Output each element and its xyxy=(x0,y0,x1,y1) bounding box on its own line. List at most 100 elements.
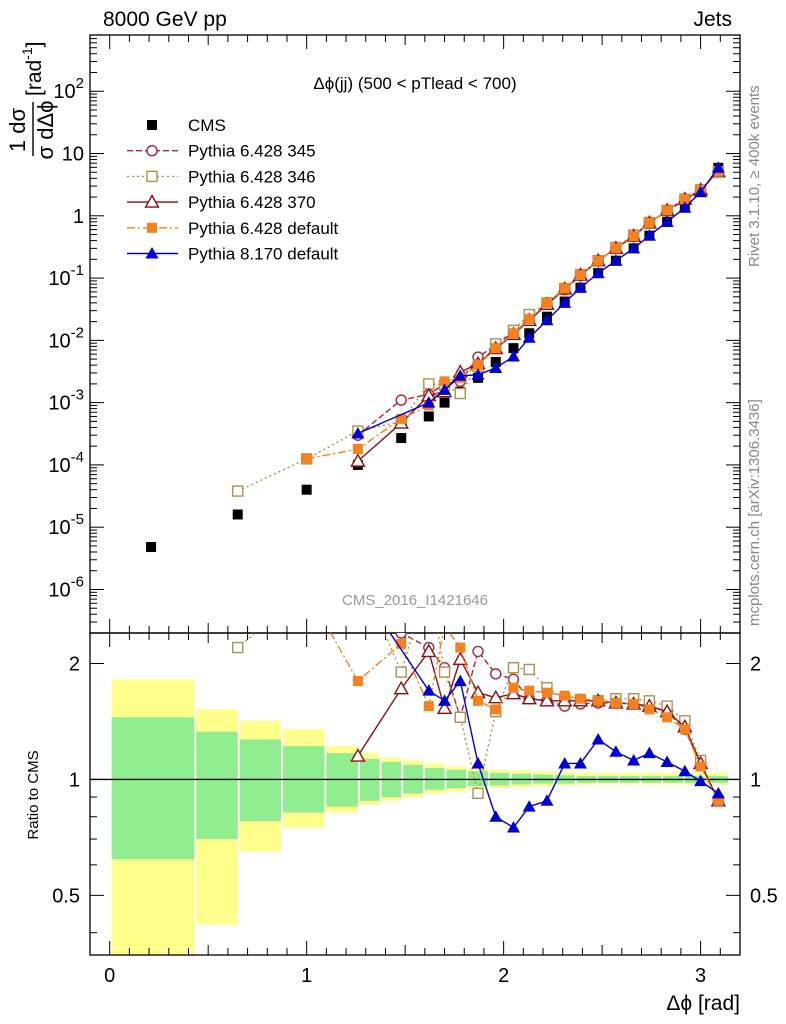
ratio-point-p8 xyxy=(609,745,623,757)
legend-label-p8: Pythia 8.170 default xyxy=(188,245,339,264)
ratio-point-pdef xyxy=(423,701,434,712)
data-point-p8 xyxy=(422,396,436,408)
data-point-pdef xyxy=(575,270,586,281)
data-point-pdef xyxy=(662,205,673,216)
ratio-point-p345 xyxy=(395,633,407,639)
data-point-p8 xyxy=(678,201,692,213)
plot-title: Δϕ(jj) (500 < pTlead < 700) xyxy=(313,74,516,93)
ratio-point-p346 xyxy=(424,575,434,585)
ratio-point-pdef xyxy=(559,690,570,701)
data-point-p8 xyxy=(351,426,365,439)
ratio-point-p8 xyxy=(422,684,436,696)
data-point-pdef xyxy=(301,453,312,464)
header-right: Jets xyxy=(693,8,732,31)
legend-marker-p370 xyxy=(144,194,160,208)
ratio-point-p8 xyxy=(573,756,587,769)
y-tick-label: 10 xyxy=(62,144,84,166)
legend-label-cms: CMS xyxy=(188,116,226,135)
ratio-point-p8 xyxy=(711,786,725,799)
ratio-point-p370 xyxy=(452,651,469,666)
ratio-point-p370 xyxy=(505,685,522,700)
ratio-point-pdef xyxy=(593,695,604,706)
ratio-point-pdef xyxy=(679,724,690,735)
legend-marker-cms xyxy=(147,120,157,130)
y-tick-exp: 2 xyxy=(76,75,84,92)
data-point-pdef xyxy=(508,328,519,339)
data-point-p8 xyxy=(642,229,656,241)
ratio-point-p346 xyxy=(395,666,407,678)
ratio-point-p345 xyxy=(472,645,484,658)
y-tick-label: 10-5 xyxy=(48,511,84,539)
ratio-point-pdef xyxy=(473,695,484,706)
legend-marker-pdef xyxy=(147,222,157,233)
y-tick-label: 1 xyxy=(73,206,84,228)
y-label-frac-top: 1 dσ xyxy=(5,108,30,153)
y-tick-base: 10 xyxy=(62,144,84,166)
x-tick-label: 0 xyxy=(104,965,115,987)
data-point-p370 xyxy=(350,453,366,467)
y-tick-base: 10 xyxy=(48,455,70,477)
y-tick-exp: -1 xyxy=(71,262,84,279)
y-label-frac-bottom: σ dΔϕ xyxy=(33,101,58,160)
ratio-point-p8 xyxy=(438,694,452,706)
ratio-point-p8 xyxy=(471,756,485,769)
x-tick-label: 2 xyxy=(498,965,509,987)
data-point-pdef xyxy=(559,283,570,294)
ratio-point-pdef xyxy=(610,697,621,708)
ratio-series-pdef xyxy=(329,633,724,806)
series-line-pdef xyxy=(306,171,719,460)
y-tick-label: 10-3 xyxy=(48,387,84,415)
band-inner-bin xyxy=(239,739,282,821)
ratio-point-pdef xyxy=(575,693,586,704)
series-p8 xyxy=(351,161,725,439)
data-point-p8 xyxy=(711,161,725,173)
ratio-y-tick-label-right: 0.5 xyxy=(750,885,778,907)
ratio-y-tick-label: 2 xyxy=(69,653,80,675)
data-point-pdef xyxy=(644,217,655,228)
ratio-point-p346 xyxy=(232,641,244,654)
ratio-point-pdef xyxy=(628,698,639,709)
ratio-point-p346 xyxy=(438,666,451,678)
y-label-unit-close: ] xyxy=(23,42,46,48)
ratio-point-p346 xyxy=(353,565,363,575)
ratio-point-p370 xyxy=(350,748,366,762)
y-tick-label: 10-6 xyxy=(48,573,84,601)
data-point-cms xyxy=(146,542,157,553)
ratio-point-pdef xyxy=(541,687,552,698)
y-tick-exp: -2 xyxy=(71,324,84,341)
ratio-point-pdef xyxy=(662,712,673,723)
band-inner-bin xyxy=(468,771,488,787)
x-tick-label: 1 xyxy=(301,965,312,987)
y-tick-exp: -4 xyxy=(71,449,84,466)
y-tick-exp: -3 xyxy=(71,387,84,404)
ratio-line-p346 xyxy=(237,633,719,802)
data-point-p8 xyxy=(453,369,467,381)
y-tick-base: 10 xyxy=(48,330,70,352)
y-tick-label: 10-1 xyxy=(48,262,84,290)
ratio-point-pdef xyxy=(490,704,501,715)
ratio-point-p370 xyxy=(488,689,504,704)
data-point-pdef xyxy=(490,343,501,354)
ratio-point-p346 xyxy=(507,662,520,674)
data-point-pdef xyxy=(541,297,552,308)
legend-label-p346: Pythia 6.428 346 xyxy=(188,167,316,186)
ratio-point-p345 xyxy=(490,668,502,680)
ratio-point-pdef xyxy=(455,642,466,653)
y-tick-label: 10-2 xyxy=(48,324,84,352)
ratio-point-p8 xyxy=(506,821,520,833)
y-tick-exp: -6 xyxy=(71,573,84,590)
ratio-point-pdef xyxy=(713,795,724,806)
data-point-p8 xyxy=(489,361,503,373)
x-axis-label: Δϕ [rad] xyxy=(666,992,740,1015)
y-axis-label-main: 1 dσ σ dΔϕ [rad-1] xyxy=(5,42,58,160)
legend-label-pdef: Pythia 6.428 default xyxy=(188,219,339,238)
y-tick-base: 10 xyxy=(48,517,70,539)
data-point-pdef xyxy=(628,231,639,242)
y-tick-label: 10-4 xyxy=(48,449,84,477)
ratio-point-pdef xyxy=(508,682,519,693)
y-label-unit-exp: -1 xyxy=(19,47,35,60)
ratio-point-p370 xyxy=(421,643,437,658)
y-tick-label: 102 xyxy=(53,75,84,103)
data-point-pdef xyxy=(679,194,690,205)
